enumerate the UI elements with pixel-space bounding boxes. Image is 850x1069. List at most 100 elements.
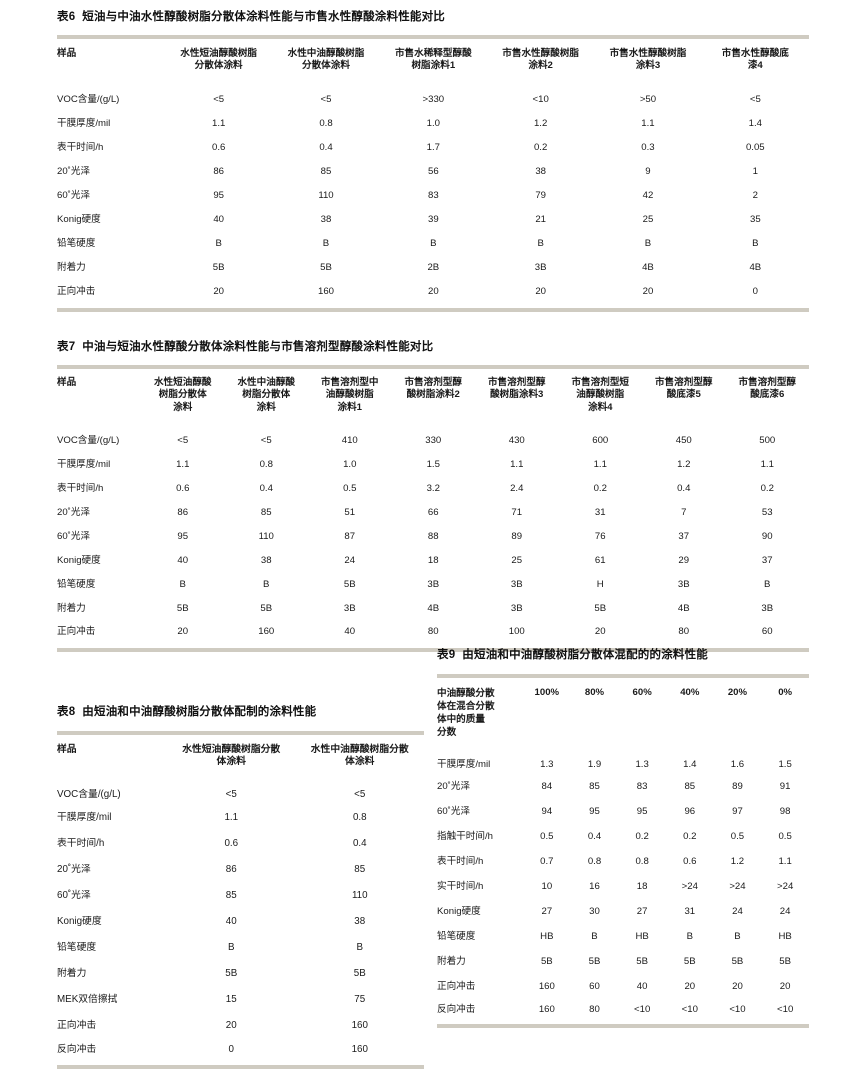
table-8-caption: 表8 由短油和中油醇酸树脂分散体配制的涂料性能 xyxy=(57,705,424,721)
row-label: 20˚光泽 xyxy=(437,781,471,793)
table-9-header-row: 中油醇酸分散 体在混合分散 体中的质量 分数 100% 80% 60% 40% 20%… xyxy=(437,678,809,750)
cell: 20 xyxy=(177,626,189,638)
table-7-header-row: 样品 水性短油醇酸 树脂分散体 涂料 水性中油醇酸 树脂分散体 涂料 市售溶剂型中 油醇酸… xyxy=(57,369,809,424)
cell: 1.3 xyxy=(635,758,649,770)
row-label: Konig硬度 xyxy=(57,916,102,928)
table-row: 实干时间/h 10 16 18 >24 >24 >24 xyxy=(437,874,809,899)
cell: 3B xyxy=(534,262,547,273)
cell: 0.2 xyxy=(760,482,774,494)
table-row: 60˚光泽 95 110 87 88 89 76 37 90 xyxy=(57,524,809,548)
table-block-7: 表7 中油与短油水性醇酸分散体涂料性能与市售溶剂型醇酸涂料性能对比 样品 水性短油… xyxy=(57,340,809,653)
cell: 85 xyxy=(354,864,366,876)
row-label: Konig硬度 xyxy=(57,214,101,225)
cell: 61 xyxy=(594,554,606,566)
cell: 20 xyxy=(732,981,743,993)
col-line: 酸底漆5 xyxy=(666,389,701,401)
cell: 0.05 xyxy=(745,142,765,153)
row-label: 正向冲击 xyxy=(437,981,476,993)
table-row: 反向冲击 0 160 xyxy=(57,1039,424,1065)
cell: 4B xyxy=(677,602,690,614)
col-line: 市售溶剂型醇 xyxy=(654,376,713,388)
table-row: 附着力 5B 5B 5B 5B 5B 5B xyxy=(437,949,809,974)
cell: 20 xyxy=(779,981,791,993)
row-label: 实干时间/h xyxy=(437,881,484,893)
col-line: 涂料4 xyxy=(587,401,613,413)
row-label: 60˚光泽 xyxy=(437,806,471,818)
cell: <5 xyxy=(213,94,225,105)
cell: 0.4 xyxy=(587,831,602,843)
col-line: 市售溶剂型短 xyxy=(571,376,630,388)
table-8-row-header-label: 样品 xyxy=(57,743,77,755)
table-row: 正向冲击 20 160 40 80 100 20 80 60 xyxy=(57,620,809,648)
row-label: MEK双倍擦拭 xyxy=(57,994,118,1006)
table-row: 附着力 5B 5B xyxy=(57,961,424,987)
table-7-title-text: 中油与短油水性醇酸分散体涂料性能与市售溶剂型醇酸涂料性能对比 xyxy=(82,341,434,353)
col-line: 市售水稀释型醇酸 xyxy=(394,47,472,59)
cell: 1.0 xyxy=(426,118,440,129)
table-block-6: 表6 短油与中油水性醇酸树脂分散体涂料性能与市售水性醇酸涂料性能对比 样品 水性短… xyxy=(57,10,809,312)
cell: 0.5 xyxy=(778,831,792,843)
cell: 1 xyxy=(752,166,758,177)
col-line: 体涂料 xyxy=(345,756,375,768)
cell: 5B xyxy=(260,602,273,614)
table-8-title-text: 由短油和中油醇酸树脂分散体配制的涂料性能 xyxy=(82,706,317,718)
row-label: 干膜厚度/mil xyxy=(57,458,111,470)
cell: 95 xyxy=(213,190,224,201)
cell: 1.1 xyxy=(510,458,524,470)
col-line: 树脂分散体 xyxy=(158,389,207,401)
cell: 0 xyxy=(228,1043,234,1055)
cell: 600 xyxy=(592,434,609,446)
col-line: 市售水性醇酸树脂 xyxy=(609,47,687,59)
table-row: 60˚光泽 95 110 83 79 42 2 xyxy=(57,184,809,208)
cell: 3.2 xyxy=(426,482,440,494)
col-line: 树脂涂料1 xyxy=(411,60,456,72)
table-row: 铅笔硬度 HB B HB B B HB xyxy=(437,924,809,949)
col-line: 分散体涂料 xyxy=(302,60,350,72)
table-row: 铅笔硬度 B B xyxy=(57,935,424,961)
cell: B xyxy=(263,578,270,590)
cell: 2.4 xyxy=(510,482,524,494)
table-row: Konig硬度 40 38 39 21 25 35 xyxy=(57,208,809,232)
cell: 0.6 xyxy=(211,142,226,153)
col-line: 分散体涂料 xyxy=(194,60,243,72)
cell: 39 xyxy=(427,214,439,225)
table-9-col-6: 0% xyxy=(778,686,793,698)
cell: B xyxy=(752,238,759,249)
cell: 20 xyxy=(642,285,654,297)
cell: 0.4 xyxy=(319,142,333,153)
table-8-number: 表8 xyxy=(57,706,76,718)
cell: 51 xyxy=(344,506,356,518)
table-9-col-3: 60% xyxy=(632,686,652,698)
row-label: VOC含量/(g/L) xyxy=(57,788,121,800)
cell: 66 xyxy=(427,506,439,518)
table-row: 表干时间/h 0.6 0.4 1.7 0.2 0.3 0.05 xyxy=(57,136,809,160)
cell: 24 xyxy=(732,906,743,918)
table-8-body: VOC含量/(g/L) <5 <5 干膜厚度/mil 1.1 0.8 表干时间/… xyxy=(57,779,424,1065)
row-label: 表干时间/h xyxy=(57,482,104,494)
row-label: 正向冲击 xyxy=(57,285,96,297)
cell: 80 xyxy=(427,626,439,638)
cell: B xyxy=(356,942,364,954)
table-7-col-5: 市售溶剂型醇 酸树脂涂料3 xyxy=(475,369,559,424)
row-label: 正向冲击 xyxy=(57,626,96,638)
cell: 27 xyxy=(636,906,648,918)
table-7-col-4: 市售溶剂型醇 酸树脂涂料2 xyxy=(392,369,476,424)
cell: <5 xyxy=(225,788,237,800)
cell: 31 xyxy=(684,906,696,918)
cell: 160 xyxy=(258,626,275,638)
cell: 94 xyxy=(541,806,553,818)
table-7-col-2: 水性中油醇酸 树脂分散体 涂料 xyxy=(225,369,309,424)
cell: 0 xyxy=(752,285,758,297)
table-6-body: VOC含量/(g/L) <5 <5 >330 <10 >50 <5 干膜厚度/m… xyxy=(57,83,809,308)
cell: 1.6 xyxy=(730,758,745,770)
cell: 0.4 xyxy=(259,482,273,494)
row-label: 表干时间/h xyxy=(57,838,105,850)
cell: <5 xyxy=(260,434,272,446)
cell: 0.8 xyxy=(319,118,333,129)
cell: 35 xyxy=(749,214,761,225)
table-6-col-2: 水性中油醇酸树脂 分散体涂料 xyxy=(272,39,379,83)
col-line: 酸底漆6 xyxy=(750,389,785,401)
cell: 96 xyxy=(684,806,696,818)
cell: 79 xyxy=(535,190,546,201)
cell: 40 xyxy=(213,214,224,225)
